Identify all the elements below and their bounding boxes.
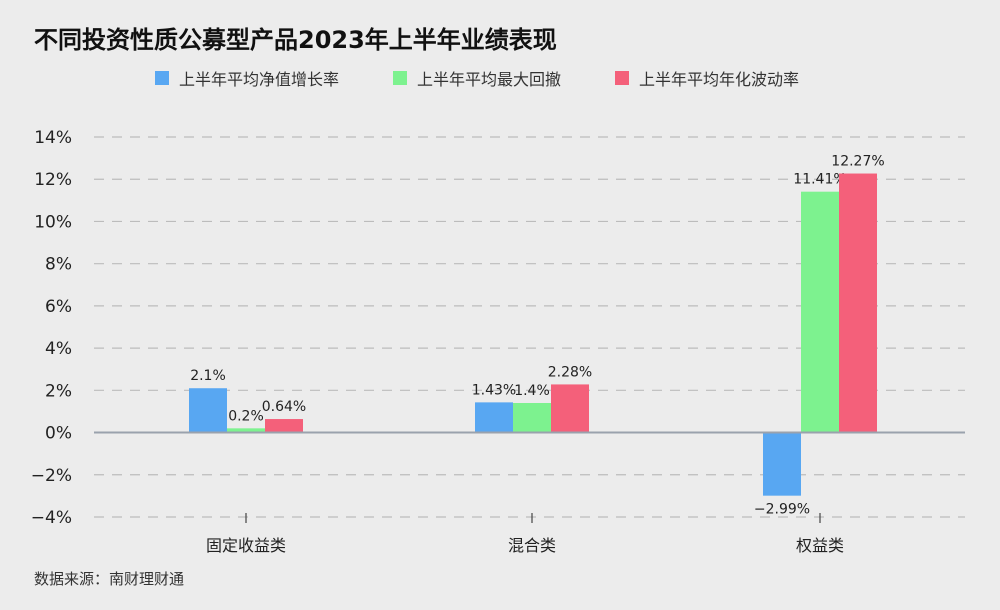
y-tick-label: 8%: [45, 255, 72, 275]
legend-label-series-0: 上半年平均净值增长率: [179, 70, 340, 89]
y-tick-label: 0%: [45, 424, 72, 444]
x-category-label: 权益类: [796, 536, 844, 555]
y-tick-label: 10%: [34, 212, 72, 232]
y-tick-label: −2%: [31, 466, 72, 486]
bar-3-1: [265, 419, 303, 433]
bar-3-2: [551, 384, 589, 433]
legend-swatch-series-0: [155, 71, 169, 85]
legend-swatch-series-2: [615, 71, 630, 85]
y-tick-label: 2%: [45, 381, 72, 401]
legend-swatch-series-1: [393, 71, 408, 85]
legend-item-series-1: 上半年平均最大回撤: [393, 66, 561, 90]
source-note: 数据来源：南财理财通: [34, 570, 185, 588]
bar-2-1: [227, 428, 265, 433]
data-label: 2.28%: [548, 364, 592, 380]
y-tick-label: 6%: [45, 297, 72, 317]
data-label: 0.2%: [228, 408, 264, 424]
chart-title: 不同投资性质公募型产品2023年上半年业绩表现: [34, 26, 557, 54]
y-tick-label: 12%: [34, 170, 72, 190]
chart-legend: 上半年平均净值增长率 上半年平均最大回撤 上半年平均年化波动率: [155, 66, 853, 90]
data-label: 11.41%: [793, 172, 846, 188]
bar-3-3: [839, 173, 877, 433]
bar-2-3: [801, 191, 839, 433]
data-label: 1.4%: [514, 383, 550, 399]
data-label: 2.1%: [190, 368, 226, 384]
data-label: 12.27%: [831, 154, 884, 170]
data-label: 0.64%: [262, 399, 306, 415]
bar-1-1: [189, 388, 227, 433]
y-tick-label: −4%: [31, 508, 72, 528]
legend-item-series-2: 上半年平均年化波动率: [615, 66, 799, 90]
y-tick-label: 4%: [45, 339, 72, 359]
bar-1-2: [475, 402, 513, 433]
x-category-label: 混合类: [508, 536, 556, 555]
data-label: 1.43%: [472, 382, 516, 398]
bar-2-2: [513, 403, 551, 433]
legend-label-series-2: 上半年平均年化波动率: [639, 70, 800, 89]
legend-label-series-1: 上半年平均最大回撤: [417, 70, 562, 89]
data-label: −2.99%: [754, 502, 810, 518]
bar-1-3: [763, 432, 801, 496]
legend-item-series-0: 上半年平均净值增长率: [155, 66, 339, 90]
y-tick-label: 14%: [34, 128, 72, 148]
x-category-label: 固定收益类: [206, 536, 286, 555]
